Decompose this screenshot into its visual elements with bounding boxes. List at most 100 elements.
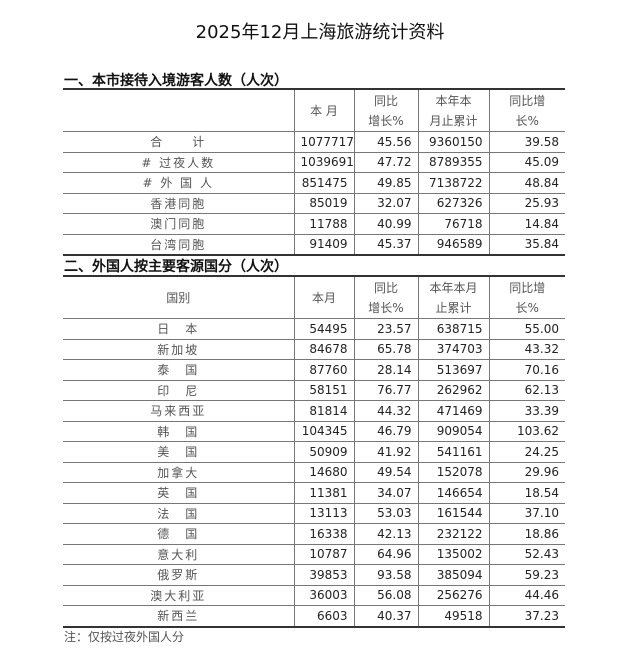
cell-value: 34.07 xyxy=(353,482,419,504)
row-label: 台湾同胞 xyxy=(63,233,295,256)
table-row: # 外 国 人 851475 49.85 7138722 48.84 xyxy=(63,172,565,194)
table-row: 俄罗斯 39853 93.58 385094 59.23 xyxy=(63,564,565,586)
cell-value: 152078 xyxy=(417,461,490,483)
cell-value: 58151 xyxy=(293,379,355,401)
column-header: 同比增 长% xyxy=(488,275,565,319)
cell-value: 28.14 xyxy=(353,359,419,381)
cell-value: 53.03 xyxy=(353,502,419,524)
table-row: 意大利 10787 64.96 135002 52.43 xyxy=(63,543,565,565)
cell-value: 70.16 xyxy=(488,359,565,381)
row-label: 日 本 xyxy=(63,318,295,340)
table-row: 新加坡 84678 65.78 374703 43.32 xyxy=(63,338,565,360)
cell-value: 513697 xyxy=(417,359,490,381)
row-label: # 外 国 人 xyxy=(63,172,295,194)
column-header: 国别 xyxy=(63,275,295,319)
table-row: 泰 国 87760 28.14 513697 70.16 xyxy=(63,359,565,381)
table-row: 英 国 11381 34.07 146654 18.54 xyxy=(63,482,565,504)
cell-value: 104345 xyxy=(293,420,355,442)
cell-value: 76.77 xyxy=(353,379,419,401)
table-row: 新西兰 6603 40.37 49518 37.23 xyxy=(63,605,565,627)
column-header: 同比增 长% xyxy=(488,88,565,132)
cell-value: 23.57 xyxy=(353,318,419,340)
row-label: 德 国 xyxy=(63,523,295,545)
cell-value: 52.43 xyxy=(488,543,565,565)
cell-value: 909054 xyxy=(417,420,490,442)
row-label: 马来西亚 xyxy=(63,400,295,422)
cell-value: 1077717 xyxy=(293,131,355,153)
cell-value: 41.92 xyxy=(353,441,419,463)
cell-value: 13113 xyxy=(293,502,355,524)
cell-value: 18.54 xyxy=(488,482,565,504)
row-label: 意大利 xyxy=(63,543,295,565)
cell-value: 6603 xyxy=(293,605,355,627)
table-row: 香港同胞 85019 32.07 627326 25.93 xyxy=(63,192,565,214)
table-row: # 过夜人数 1039691 47.72 8789355 45.09 xyxy=(63,151,565,173)
table-row: 德 国 16338 42.13 232122 18.86 xyxy=(63,523,565,545)
cell-value: 33.39 xyxy=(488,400,565,422)
cell-value: 84678 xyxy=(293,338,355,360)
cell-value: 49518 xyxy=(417,605,490,627)
cell-value: 85019 xyxy=(293,192,355,214)
row-label: 法 国 xyxy=(63,502,295,524)
cell-value: 54495 xyxy=(293,318,355,340)
inbound-visitors-table: 本 月同比 增长% 本年本 月止累计 同比增 长% 合 计 1077717 45.56 93… xyxy=(63,88,565,256)
cell-value: 76718 xyxy=(417,213,490,235)
section1-heading: 一、本市接待入境游客人数（人次） xyxy=(64,73,288,89)
cell-value: 18.86 xyxy=(488,523,565,545)
cell-value: 37.10 xyxy=(488,502,565,524)
table-row: 马来西亚 81814 44.32 471469 33.39 xyxy=(63,400,565,422)
table-row: 美 国 50909 41.92 541161 24.25 xyxy=(63,441,565,463)
cell-value: 9360150 xyxy=(417,131,490,153)
cell-value: 35.84 xyxy=(488,233,565,256)
cell-value: 81814 xyxy=(293,400,355,422)
cell-value: 40.37 xyxy=(353,605,419,627)
row-label: 香港同胞 xyxy=(63,192,295,214)
cell-value: 45.37 xyxy=(353,233,419,256)
cell-value: 39853 xyxy=(293,564,355,586)
cell-value: 385094 xyxy=(417,564,490,586)
row-label: 英 国 xyxy=(63,482,295,504)
table-row: 印 尼 58151 76.77 262962 62.13 xyxy=(63,379,565,401)
column-header: 本月 xyxy=(293,275,355,319)
cell-value: 39.58 xyxy=(488,131,565,153)
table-row: 澳门同胞 11788 40.99 76718 14.84 xyxy=(63,213,565,235)
cell-value: 11381 xyxy=(293,482,355,504)
table-row: 韩 国 104345 46.79 909054 103.62 xyxy=(63,420,565,442)
cell-value: 93.58 xyxy=(353,564,419,586)
cell-value: 471469 xyxy=(417,400,490,422)
row-label: 韩 国 xyxy=(63,420,295,442)
cell-value: 161544 xyxy=(417,502,490,524)
cell-value: 56.08 xyxy=(353,584,419,606)
row-label: 泰 国 xyxy=(63,359,295,381)
cell-value: 48.84 xyxy=(488,172,565,194)
table-row: 法 国 13113 53.03 161544 37.10 xyxy=(63,502,565,524)
cell-value: 262962 xyxy=(417,379,490,401)
cell-value: 232122 xyxy=(417,523,490,545)
cell-value: 46.79 xyxy=(353,420,419,442)
column-header: 同比 增长% xyxy=(353,275,419,319)
cell-value: 1039691 xyxy=(293,151,355,173)
cell-value: 55.00 xyxy=(488,318,565,340)
cell-value: 49.85 xyxy=(353,172,419,194)
column-header: 本年本月 止累计 xyxy=(417,275,490,319)
cell-value: 49.54 xyxy=(353,461,419,483)
cell-value: 946589 xyxy=(417,233,490,256)
cell-value: 25.93 xyxy=(488,192,565,214)
row-label: 新西兰 xyxy=(63,605,295,627)
row-label: 印 尼 xyxy=(63,379,295,401)
cell-value: 91409 xyxy=(293,233,355,256)
table-row: 澳大利亚 36003 56.08 256276 44.46 xyxy=(63,584,565,606)
cell-value: 14.84 xyxy=(488,213,565,235)
table-row: 合 计 1077717 45.56 9360150 39.58 xyxy=(63,131,565,153)
foreign-visitors-by-country-table: 国别 本月 同比 增长% 本年本月 止累计 同比增 长% 日 本 54495 23.57 638… xyxy=(63,275,565,628)
column-header: 同比 增长% xyxy=(353,88,419,132)
table-row: 台湾同胞 91409 45.37 946589 35.84 xyxy=(63,233,565,256)
cell-value: 627326 xyxy=(417,192,490,214)
cell-value: 541161 xyxy=(417,441,490,463)
cell-value: 59.23 xyxy=(488,564,565,586)
cell-value: 8789355 xyxy=(417,151,490,173)
cell-value: 42.13 xyxy=(353,523,419,545)
table-row: 日 本 54495 23.57 638715 55.00 xyxy=(63,318,565,340)
cell-value: 65.78 xyxy=(353,338,419,360)
cell-value: 11788 xyxy=(293,213,355,235)
